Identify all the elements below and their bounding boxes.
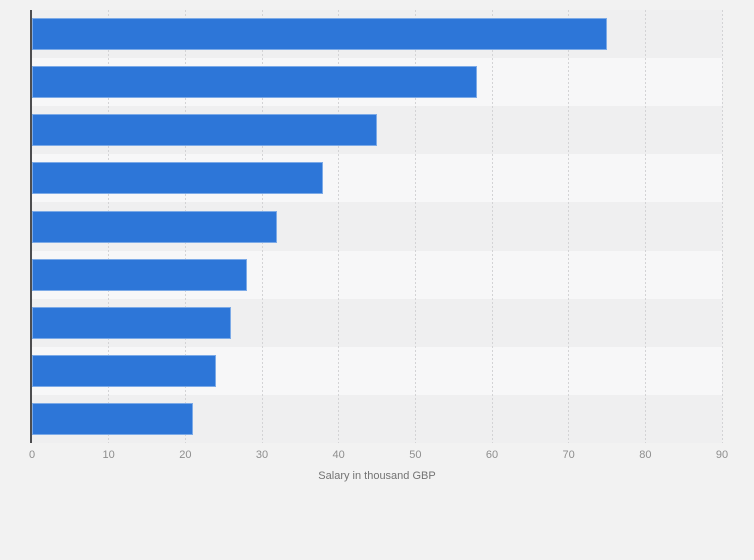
x-axis-title: Salary in thousand GBP	[318, 470, 436, 482]
gridline-x-40	[338, 10, 340, 443]
x-axis-tick-label: 50	[409, 449, 422, 461]
chart-bar[interactable]	[32, 210, 278, 243]
x-axis-tick-labels: 0 10 20 30 40 50 60 70 80 90	[28, 448, 728, 462]
y-axis-line	[30, 10, 32, 443]
x-axis-tick-label: 30	[255, 449, 269, 461]
x-axis-tick-label: 10	[102, 449, 115, 461]
plot-area	[32, 10, 723, 443]
gridline-x-50	[414, 10, 416, 443]
chart-bar[interactable]	[32, 114, 377, 147]
gridline-x-70	[568, 10, 570, 443]
chart-bar[interactable]	[32, 18, 607, 51]
chart-bar[interactable]	[32, 66, 477, 99]
gridline-x-80	[644, 10, 646, 443]
chart-bar[interactable]	[32, 306, 232, 339]
x-axis-tick-label: 20	[179, 449, 192, 461]
x-axis-tick-label: 60	[485, 449, 499, 461]
x-axis-tick-label: 0	[28, 449, 36, 461]
x-axis-tick-label: 40	[332, 449, 345, 461]
x-axis-tick-label: 80	[639, 449, 652, 461]
chart-bar[interactable]	[32, 258, 247, 291]
gridline-x-90	[721, 10, 723, 443]
x-axis-tick-label: 70	[562, 449, 575, 461]
chart-bar[interactable]	[32, 162, 324, 195]
gridline-x-60	[491, 10, 493, 443]
chart-bar[interactable]	[32, 402, 193, 435]
x-axis-tick-label: 90	[715, 449, 729, 461]
chart-bar[interactable]	[32, 354, 216, 387]
